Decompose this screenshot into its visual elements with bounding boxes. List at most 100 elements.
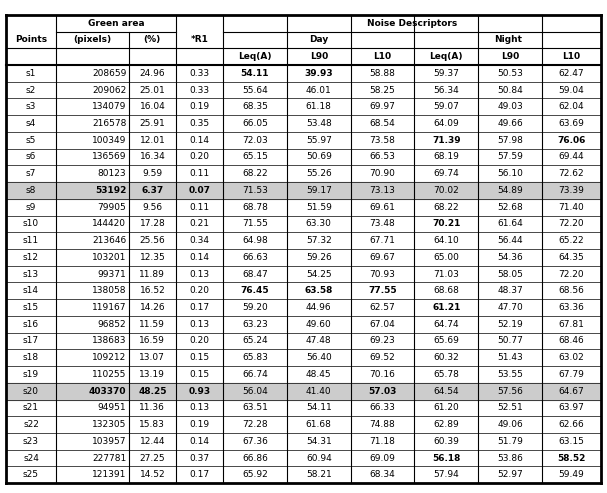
Text: 59.20: 59.20 — [242, 303, 268, 312]
Text: 63.97: 63.97 — [558, 403, 585, 412]
Text: 70.02: 70.02 — [433, 186, 459, 195]
Text: 63.15: 63.15 — [558, 437, 585, 446]
Text: 67.04: 67.04 — [370, 320, 395, 329]
Text: 69.97: 69.97 — [370, 102, 396, 111]
Text: 73.58: 73.58 — [370, 136, 396, 145]
Text: 62.04: 62.04 — [558, 102, 585, 111]
Text: 68.68: 68.68 — [433, 286, 459, 295]
Text: 56.40: 56.40 — [306, 353, 331, 362]
Text: 57.59: 57.59 — [497, 152, 523, 162]
Text: 25.91: 25.91 — [140, 119, 165, 128]
Text: 61.20: 61.20 — [433, 403, 459, 412]
Text: s11: s11 — [23, 236, 39, 245]
Text: s23: s23 — [23, 437, 39, 446]
Text: 55.64: 55.64 — [242, 86, 268, 95]
Text: 63.36: 63.36 — [558, 303, 585, 312]
Text: 0.15: 0.15 — [189, 370, 209, 379]
Text: 49.66: 49.66 — [497, 119, 523, 128]
Text: 13.19: 13.19 — [140, 370, 165, 379]
Text: 63.51: 63.51 — [242, 403, 268, 412]
Text: 0.11: 0.11 — [189, 169, 209, 178]
Text: 46.01: 46.01 — [306, 86, 331, 95]
Text: 17.28: 17.28 — [140, 219, 165, 228]
Text: s9: s9 — [26, 203, 36, 211]
Text: s16: s16 — [23, 320, 39, 329]
Text: s6: s6 — [26, 152, 36, 162]
Text: 68.56: 68.56 — [558, 286, 585, 295]
Text: 68.54: 68.54 — [370, 119, 395, 128]
Text: 99371: 99371 — [98, 270, 126, 279]
Text: 50.53: 50.53 — [497, 69, 523, 78]
Text: L90: L90 — [310, 52, 328, 61]
Text: 48.37: 48.37 — [497, 286, 523, 295]
Text: s21: s21 — [23, 403, 39, 412]
Text: 66.63: 66.63 — [242, 253, 268, 262]
Text: 62.47: 62.47 — [558, 69, 585, 78]
Text: 58.88: 58.88 — [370, 69, 396, 78]
Text: (pixels): (pixels) — [73, 35, 112, 44]
Text: 24.96: 24.96 — [140, 69, 165, 78]
Text: 0.13: 0.13 — [189, 320, 209, 329]
Text: 59.07: 59.07 — [433, 102, 459, 111]
Text: 58.52: 58.52 — [557, 454, 586, 462]
Text: 63.30: 63.30 — [306, 219, 331, 228]
Text: 0.37: 0.37 — [189, 454, 209, 462]
Text: 44.96: 44.96 — [306, 303, 331, 312]
Text: 71.39: 71.39 — [432, 136, 461, 145]
Text: 67.36: 67.36 — [242, 437, 268, 446]
Text: 69.67: 69.67 — [370, 253, 396, 262]
Text: 9.56: 9.56 — [142, 203, 163, 211]
Text: 52.68: 52.68 — [497, 203, 523, 211]
Text: 213646: 213646 — [92, 236, 126, 245]
Text: 51.43: 51.43 — [497, 353, 523, 362]
Text: 0.20: 0.20 — [189, 286, 209, 295]
Text: 58.21: 58.21 — [306, 470, 331, 479]
Text: 0.33: 0.33 — [189, 86, 209, 95]
Text: 109212: 109212 — [92, 353, 126, 362]
Text: 74.88: 74.88 — [370, 420, 395, 429]
Text: 11.36: 11.36 — [140, 403, 165, 412]
Text: 54.89: 54.89 — [497, 186, 523, 195]
Text: 12.35: 12.35 — [140, 253, 165, 262]
Text: 0.14: 0.14 — [189, 437, 209, 446]
Text: s24: s24 — [23, 454, 39, 462]
Text: s1: s1 — [26, 69, 36, 78]
Text: s14: s14 — [23, 286, 39, 295]
Text: 0.20: 0.20 — [189, 336, 209, 346]
Text: s20: s20 — [23, 387, 39, 396]
Text: s13: s13 — [23, 270, 39, 279]
Text: 0.13: 0.13 — [189, 270, 209, 279]
Text: 70.90: 70.90 — [370, 169, 396, 178]
Text: 71.18: 71.18 — [370, 437, 396, 446]
Text: 12.44: 12.44 — [140, 437, 165, 446]
Text: 57.56: 57.56 — [497, 387, 523, 396]
Text: 72.20: 72.20 — [558, 219, 585, 228]
Text: 69.44: 69.44 — [558, 152, 585, 162]
Text: 58.05: 58.05 — [497, 270, 523, 279]
Text: 64.54: 64.54 — [433, 387, 459, 396]
Text: 14.26: 14.26 — [140, 303, 165, 312]
Text: 0.19: 0.19 — [189, 102, 209, 111]
Text: 76.06: 76.06 — [557, 136, 586, 145]
Text: 0.07: 0.07 — [189, 186, 211, 195]
Text: s19: s19 — [23, 370, 39, 379]
Text: 69.23: 69.23 — [370, 336, 395, 346]
Text: 144420: 144420 — [92, 219, 126, 228]
Text: 64.98: 64.98 — [242, 236, 268, 245]
Text: 57.94: 57.94 — [433, 470, 459, 479]
Text: 59.26: 59.26 — [306, 253, 331, 262]
Text: 51.79: 51.79 — [497, 437, 523, 446]
Text: 67.79: 67.79 — [558, 370, 585, 379]
Text: Leq(A): Leq(A) — [430, 52, 463, 61]
Text: 59.17: 59.17 — [306, 186, 331, 195]
Text: 134079: 134079 — [92, 102, 126, 111]
Text: 50.77: 50.77 — [497, 336, 523, 346]
Text: 0.11: 0.11 — [189, 203, 209, 211]
Text: 59.04: 59.04 — [558, 86, 585, 95]
Text: 56.18: 56.18 — [432, 454, 461, 462]
Text: 62.66: 62.66 — [558, 420, 585, 429]
Text: s17: s17 — [23, 336, 39, 346]
Text: 72.03: 72.03 — [242, 136, 268, 145]
Text: 80123: 80123 — [98, 169, 126, 178]
Text: 54.36: 54.36 — [497, 253, 523, 262]
